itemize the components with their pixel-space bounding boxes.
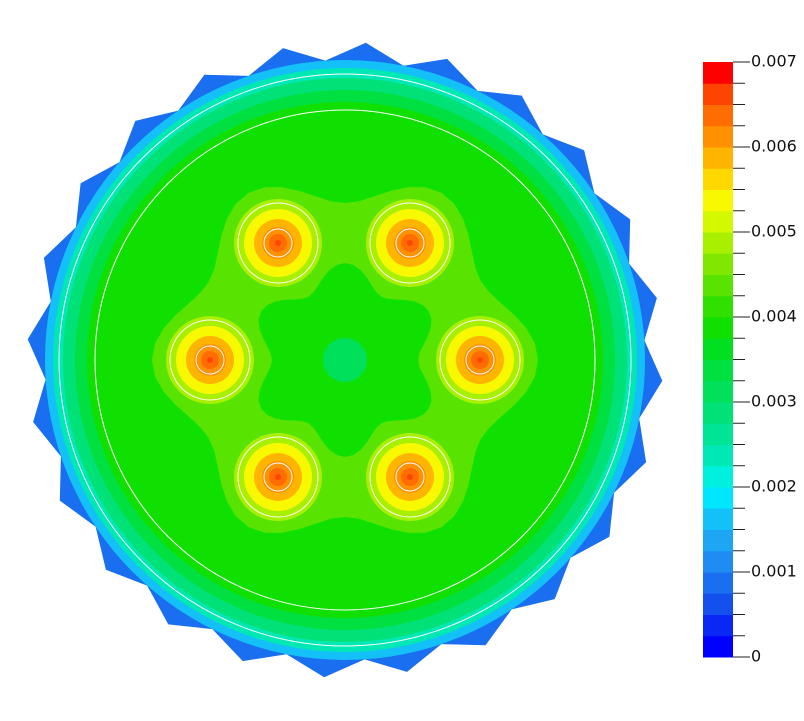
colorbar-band — [703, 380, 733, 403]
field-band — [323, 338, 367, 382]
contour-line — [237, 436, 319, 518]
hotspot-band — [407, 474, 413, 480]
contour-line — [263, 462, 293, 492]
colorbar-band — [703, 465, 733, 488]
colorbar-tick-label: 0.004 — [751, 307, 797, 326]
colorbar-band — [703, 253, 733, 275]
colorbar-band — [703, 359, 733, 382]
colorbar-band — [703, 529, 733, 552]
colorbar-band — [703, 104, 733, 127]
colorbar-band — [703, 83, 733, 105]
colorbar-band — [703, 295, 733, 318]
colorbar-tick-label: 0.007 — [751, 52, 797, 71]
contour-line — [195, 345, 225, 375]
colorbar-tick-label: 0 — [751, 647, 761, 666]
contour-line — [263, 228, 293, 258]
contour-line — [439, 319, 521, 401]
hotspot-band — [275, 240, 281, 246]
hotspot-band — [275, 474, 281, 480]
colorbar-tick-label: 0.006 — [751, 137, 797, 156]
colorbar-band — [703, 550, 733, 573]
colorbar-band — [703, 189, 733, 212]
contour-line — [395, 462, 425, 492]
colorbar-tick-label: 0.001 — [751, 562, 797, 581]
hotspot-band — [207, 357, 213, 363]
colorbar-band — [703, 317, 733, 339]
colorbar-band — [703, 508, 733, 530]
colorbar-band — [703, 635, 733, 658]
colorbar-band — [703, 274, 733, 297]
colorbar-band — [703, 338, 733, 360]
contour-line — [465, 345, 495, 375]
colorbar-band — [703, 232, 733, 254]
contour-line — [169, 319, 251, 401]
colorbar-band — [703, 572, 733, 594]
contour-line — [369, 436, 451, 518]
colorbar-tick-label: 0.002 — [751, 477, 797, 496]
hotspot-band — [407, 240, 413, 246]
colorbar-band — [703, 402, 733, 424]
contour-line — [94, 109, 596, 611]
hotspot-band — [477, 357, 483, 363]
contour-line — [369, 202, 451, 284]
colorbar-band — [703, 210, 733, 233]
colorbar-band — [703, 62, 733, 84]
colorbar-tick-label: 0.005 — [751, 222, 797, 241]
colorbar-band — [703, 614, 733, 637]
contour-line — [237, 202, 319, 284]
colorbar-band — [703, 487, 733, 509]
colorbar-band — [703, 423, 733, 445]
colorbar-tick-label: 0.003 — [751, 392, 797, 411]
colorbar-band — [703, 125, 733, 148]
contour-line — [395, 228, 425, 258]
colorbar-band — [703, 444, 733, 467]
colorbar-band — [703, 147, 733, 169]
colorbar-band — [703, 168, 733, 190]
colorbar-band — [703, 593, 733, 615]
contour-line — [58, 73, 632, 647]
